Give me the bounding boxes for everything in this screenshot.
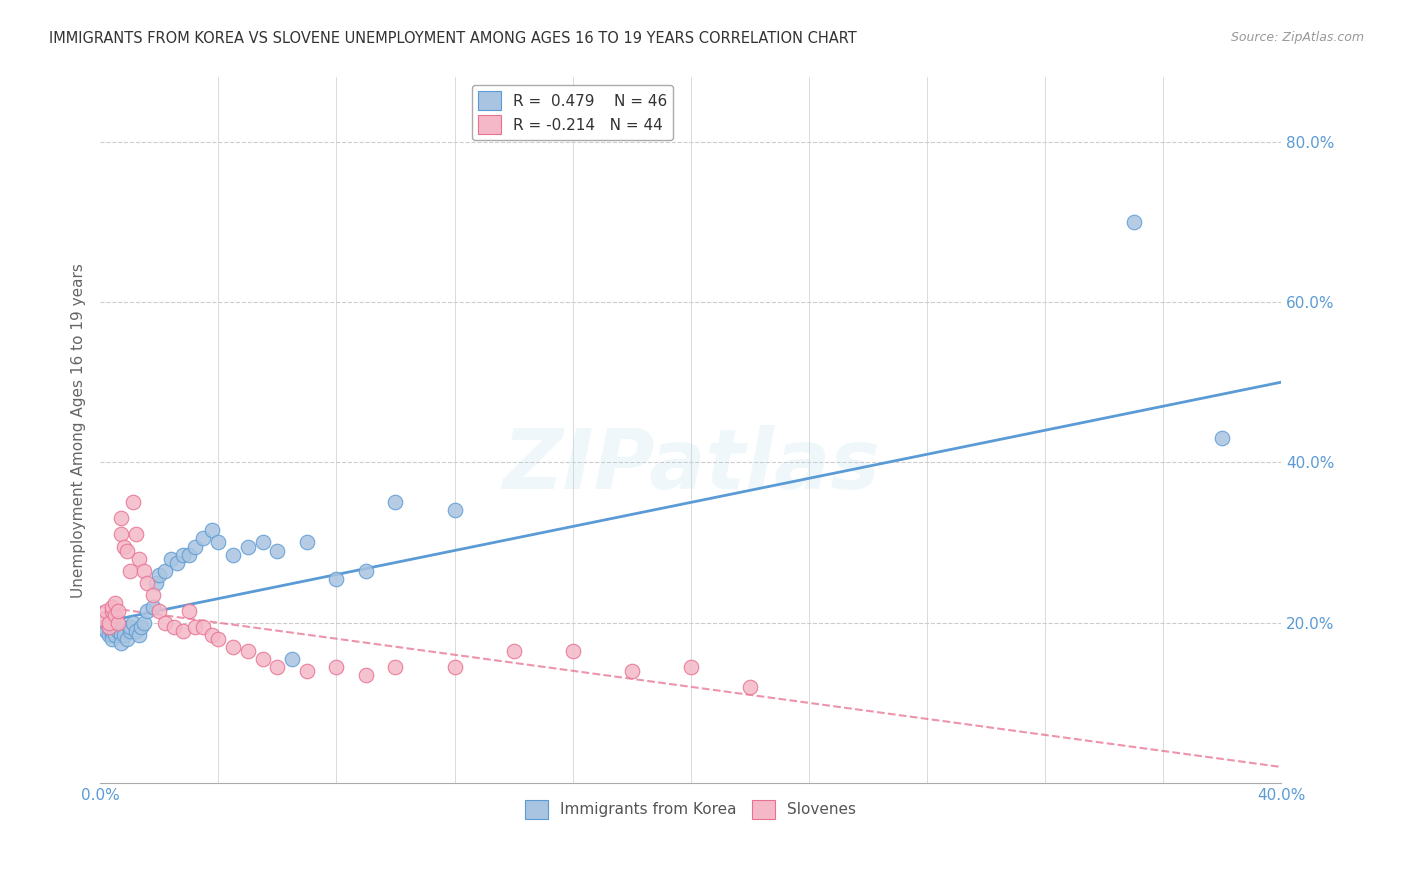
Point bbox=[98, 615, 121, 630]
Point bbox=[124, 527, 146, 541]
Point bbox=[110, 628, 132, 642]
Point bbox=[201, 628, 224, 642]
Point bbox=[118, 624, 141, 638]
Point bbox=[115, 543, 138, 558]
Point bbox=[110, 636, 132, 650]
Point bbox=[115, 632, 138, 646]
Point bbox=[148, 604, 170, 618]
Point bbox=[1122, 215, 1144, 229]
Point bbox=[107, 615, 129, 630]
Point bbox=[142, 599, 165, 614]
Point bbox=[281, 652, 304, 666]
Point bbox=[124, 624, 146, 638]
Point bbox=[101, 632, 124, 646]
Point bbox=[295, 535, 318, 549]
Point bbox=[104, 620, 127, 634]
Point bbox=[107, 615, 129, 630]
Point bbox=[620, 664, 643, 678]
Point bbox=[131, 620, 153, 634]
Point bbox=[121, 615, 143, 630]
Point bbox=[145, 575, 167, 590]
Point bbox=[384, 495, 406, 509]
Point bbox=[134, 564, 156, 578]
Point bbox=[193, 532, 215, 546]
Point bbox=[107, 624, 129, 638]
Text: IMMIGRANTS FROM KOREA VS SLOVENE UNEMPLOYMENT AMONG AGES 16 TO 19 YEARS CORRELAT: IMMIGRANTS FROM KOREA VS SLOVENE UNEMPLO… bbox=[49, 31, 858, 46]
Point bbox=[738, 680, 761, 694]
Point bbox=[118, 564, 141, 578]
Point bbox=[177, 548, 200, 562]
Point bbox=[266, 543, 288, 558]
Point bbox=[112, 540, 135, 554]
Point bbox=[183, 620, 205, 634]
Point bbox=[193, 620, 215, 634]
Point bbox=[91, 620, 114, 634]
Point bbox=[561, 644, 583, 658]
Point bbox=[118, 620, 141, 634]
Point bbox=[128, 551, 150, 566]
Point bbox=[172, 624, 194, 638]
Point bbox=[112, 628, 135, 642]
Point bbox=[679, 660, 702, 674]
Point bbox=[104, 607, 127, 622]
Point bbox=[177, 604, 200, 618]
Point bbox=[384, 660, 406, 674]
Point bbox=[207, 632, 229, 646]
Y-axis label: Unemployment Among Ages 16 to 19 years: Unemployment Among Ages 16 to 19 years bbox=[72, 263, 86, 598]
Point bbox=[163, 620, 186, 634]
Point bbox=[148, 567, 170, 582]
Point bbox=[325, 572, 347, 586]
Point bbox=[443, 503, 465, 517]
Point bbox=[236, 540, 259, 554]
Point bbox=[166, 556, 188, 570]
Point bbox=[98, 620, 121, 634]
Point bbox=[128, 628, 150, 642]
Point bbox=[354, 667, 377, 681]
Point bbox=[142, 588, 165, 602]
Point bbox=[98, 628, 121, 642]
Point bbox=[325, 660, 347, 674]
Point bbox=[153, 615, 176, 630]
Point bbox=[101, 628, 124, 642]
Point bbox=[101, 599, 124, 614]
Point bbox=[104, 596, 127, 610]
Point bbox=[443, 660, 465, 674]
Point bbox=[110, 527, 132, 541]
Point bbox=[266, 660, 288, 674]
Point bbox=[172, 548, 194, 562]
Point bbox=[502, 644, 524, 658]
Point bbox=[222, 548, 245, 562]
Point bbox=[110, 511, 132, 525]
Point bbox=[183, 540, 205, 554]
Point bbox=[236, 644, 259, 658]
Point bbox=[252, 652, 274, 666]
Point bbox=[153, 564, 176, 578]
Point bbox=[354, 564, 377, 578]
Text: Source: ZipAtlas.com: Source: ZipAtlas.com bbox=[1230, 31, 1364, 45]
Point bbox=[134, 615, 156, 630]
Point bbox=[94, 604, 117, 618]
Point bbox=[295, 664, 318, 678]
Point bbox=[104, 628, 127, 642]
Point bbox=[91, 612, 114, 626]
Point bbox=[160, 551, 183, 566]
Point bbox=[107, 604, 129, 618]
Text: ZIPatlas: ZIPatlas bbox=[502, 425, 880, 506]
Point bbox=[101, 604, 124, 618]
Point bbox=[222, 640, 245, 654]
Point bbox=[98, 620, 121, 634]
Point bbox=[207, 535, 229, 549]
Point bbox=[136, 604, 159, 618]
Point bbox=[94, 624, 117, 638]
Point bbox=[1211, 431, 1233, 445]
Point bbox=[136, 575, 159, 590]
Point bbox=[121, 495, 143, 509]
Point bbox=[201, 524, 224, 538]
Legend: Immigrants from Korea, Slovenes: Immigrants from Korea, Slovenes bbox=[519, 794, 862, 825]
Point bbox=[252, 535, 274, 549]
